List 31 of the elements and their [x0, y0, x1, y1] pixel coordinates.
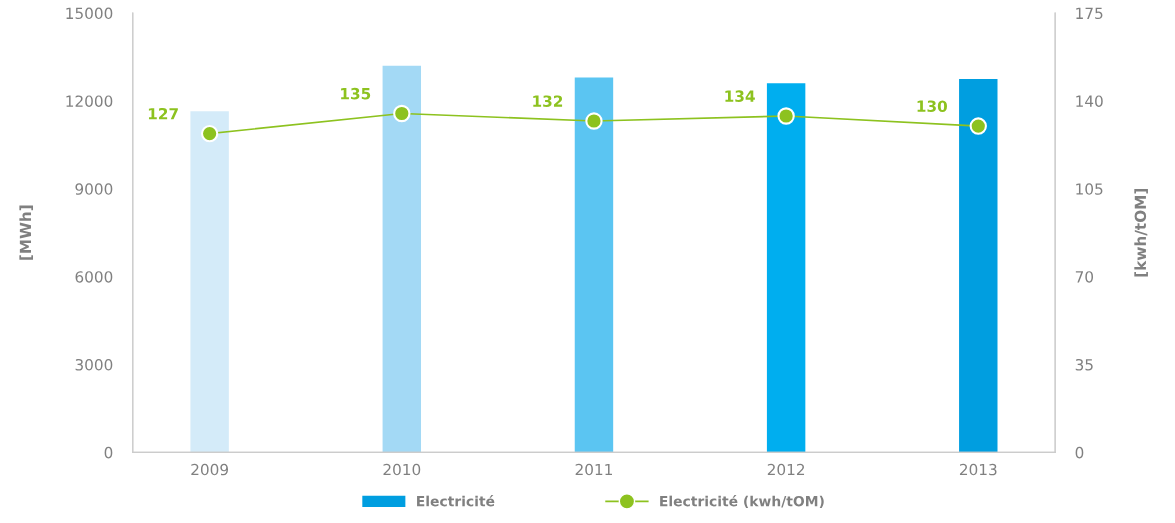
- x-tick-label: 2013: [959, 463, 997, 476]
- data-label: 134: [725, 90, 755, 102]
- y-tick-label: 12000: [66, 95, 113, 107]
- y2-tick-label: 105: [1076, 183, 1103, 195]
- y2-axis-title: [kwh/tOM]: [1134, 188, 1148, 277]
- x-tick-label: 2010: [383, 463, 421, 476]
- legend-label: Electricité (kwh/tOM): [660, 495, 824, 509]
- y2-tick-label: 35: [1075, 359, 1093, 371]
- y-tick-label: 0: [104, 446, 113, 459]
- y-tick-label: 6000: [75, 271, 113, 283]
- y-tick-label: 9000: [75, 183, 113, 195]
- point: [777, 107, 795, 125]
- legend-label: Electricité: [417, 495, 495, 507]
- data-label: 135: [341, 87, 371, 100]
- x-tick-label: 2011: [575, 463, 612, 476]
- point: [200, 124, 219, 143]
- y2-tick-label: 0: [1075, 446, 1084, 459]
- x-tick-label: 2009: [191, 463, 229, 476]
- y2-tick-label: 70: [1075, 271, 1094, 283]
- x-tick-label: 2012: [767, 463, 805, 476]
- y-tick-label: 15000: [66, 7, 113, 20]
- y-tick-label: 3000: [75, 359, 113, 371]
- y2-tick-label: 175: [1076, 7, 1103, 20]
- point: [969, 117, 987, 135]
- y-axis-title: [MWh]: [19, 205, 34, 260]
- data-label: 130: [917, 100, 947, 112]
- data-label: 132: [533, 95, 563, 107]
- point: [585, 112, 603, 130]
- point: [393, 104, 411, 123]
- y2-tick-label: 140: [1076, 95, 1103, 107]
- data-label: 127: [148, 107, 178, 120]
